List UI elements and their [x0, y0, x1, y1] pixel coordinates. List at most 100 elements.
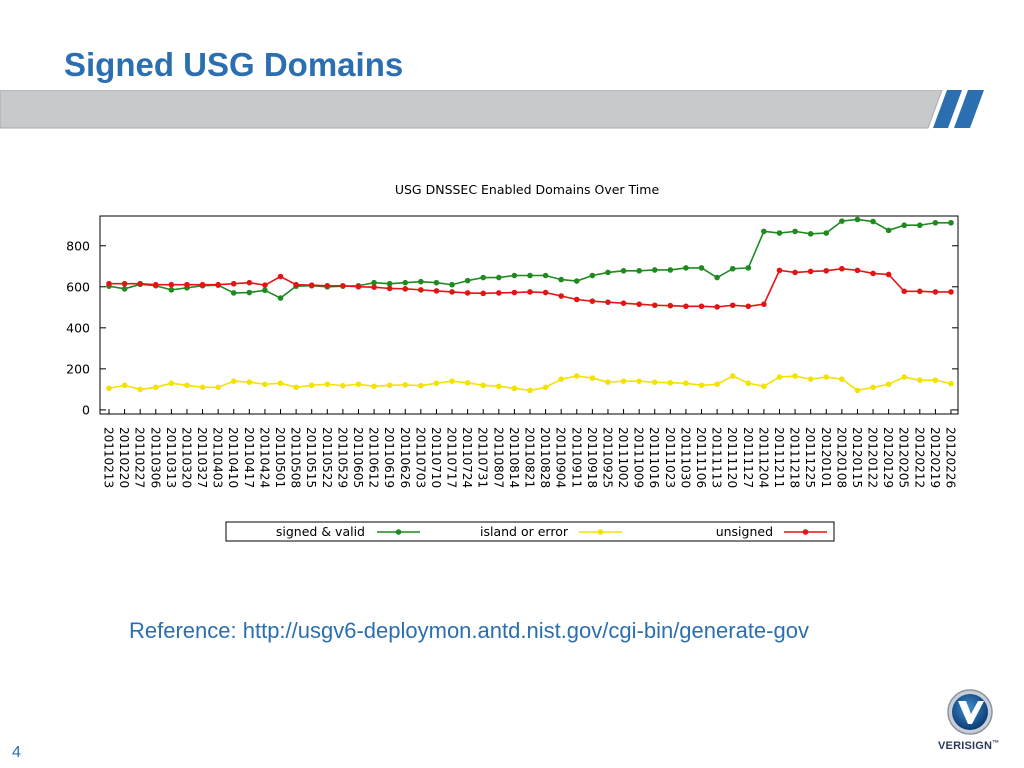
- x-tick-label: 20111009: [632, 427, 646, 488]
- x-tick-label: 20120115: [850, 427, 864, 488]
- data-point: [480, 382, 487, 389]
- x-tick-label: 20110327: [195, 427, 209, 488]
- data-point: [761, 301, 767, 308]
- y-tick-label: 0: [82, 402, 90, 417]
- data-point: [729, 373, 736, 379]
- data-point: [121, 286, 128, 292]
- data-point: [418, 287, 424, 293]
- legend-box: [225, 521, 835, 542]
- data-point: [262, 287, 268, 294]
- data-point: [573, 296, 580, 303]
- data-point: [776, 267, 783, 274]
- y-tick-label: 400: [66, 320, 90, 335]
- data-point: [917, 377, 923, 383]
- data-point: [698, 303, 705, 310]
- data-point: [449, 281, 455, 288]
- x-tick-label: 20110710: [429, 427, 443, 488]
- data-point: [636, 267, 642, 274]
- y-axis: 0 200 400 600 800: [66, 238, 958, 417]
- data-point: [901, 374, 908, 380]
- data-point: [683, 265, 689, 271]
- legend-label: island or error: [480, 524, 569, 539]
- x-tick-label: 20110828: [538, 427, 552, 488]
- data-point: [480, 274, 487, 281]
- data-point: [230, 290, 237, 296]
- data-point: [948, 219, 954, 226]
- data-point: [402, 382, 409, 388]
- y-tick-label: 800: [66, 238, 90, 253]
- data-point: [386, 285, 393, 292]
- banner-slash-left: [933, 90, 962, 128]
- x-tick-label: 20120205: [897, 427, 911, 488]
- data-point: [215, 281, 221, 288]
- x-tick-label: 20110410: [226, 427, 240, 488]
- x-tick-label: 20111030: [678, 427, 692, 488]
- data-point: [418, 278, 424, 285]
- series-layer: [106, 216, 954, 394]
- data-point: [433, 380, 440, 387]
- x-tick-label: 20110515: [304, 427, 318, 488]
- data-point: [932, 289, 939, 295]
- data-point: [262, 381, 268, 388]
- data-point: [667, 302, 674, 309]
- x-axis: 20110213 20110220 20110227 20110306 20110313…: [102, 409, 958, 488]
- data-point: [246, 289, 253, 296]
- data-point: [262, 282, 268, 288]
- data-point: [152, 384, 159, 391]
- data-point: [480, 290, 487, 297]
- data-point: [199, 281, 206, 288]
- data-point: [371, 383, 377, 390]
- data-point: [386, 382, 393, 389]
- data-point: [885, 271, 892, 278]
- data-point: [168, 287, 175, 293]
- x-tick-label: 20110911: [569, 427, 583, 488]
- x-tick-label: 20110626: [398, 427, 412, 488]
- data-point: [932, 219, 939, 226]
- verisign-wordmark: VERISIGN™: [938, 740, 999, 752]
- x-tick-label: 20111023: [663, 427, 677, 488]
- x-tick-label: 20110731: [476, 427, 490, 488]
- series-2: [106, 265, 954, 310]
- x-tick-label: 20110403: [211, 427, 225, 488]
- data-point: [527, 289, 533, 295]
- verisign-logo-icon: [947, 689, 993, 735]
- series-1: [106, 373, 954, 394]
- data-point: [542, 289, 549, 296]
- data-point: [527, 272, 533, 279]
- x-tick-label: 20110306: [148, 427, 162, 488]
- data-point: [558, 276, 564, 283]
- banner-slash-right: [954, 90, 984, 128]
- data-point: [620, 267, 627, 274]
- data-point: [698, 382, 705, 389]
- data-point: [152, 281, 159, 288]
- data-point: [714, 274, 720, 281]
- data-point: [340, 382, 346, 389]
- data-point: [433, 288, 440, 294]
- data-point: [184, 382, 190, 389]
- x-tick-label: 20120101: [819, 427, 833, 488]
- data-point: [636, 378, 642, 384]
- data-point: [948, 289, 954, 295]
- plot-area: [99, 215, 959, 415]
- data-point: [558, 293, 564, 299]
- data-point: [402, 279, 409, 286]
- legend-label: unsigned: [716, 524, 773, 539]
- x-tick-label: 20110724: [460, 427, 474, 488]
- x-tick-label: 20111016: [647, 427, 661, 488]
- data-point: [620, 300, 627, 307]
- legend-swatch-marker: [802, 529, 809, 535]
- data-point: [277, 295, 284, 301]
- data-point: [651, 379, 658, 385]
- reference-link[interactable]: Reference: http://usgv6-deploymon.antd.n…: [129, 618, 809, 643]
- title-banner: [0, 90, 984, 129]
- x-tick-label: 20110904: [554, 427, 568, 488]
- x-tick-label: 20111211: [772, 427, 786, 488]
- data-point: [714, 304, 720, 310]
- legend-swatch-marker: [395, 529, 402, 535]
- x-tick-label: 20110227: [133, 427, 147, 488]
- x-tick-label: 20110807: [491, 427, 505, 488]
- data-point: [433, 279, 440, 286]
- data-point: [807, 231, 814, 237]
- data-point: [714, 381, 720, 388]
- data-point: [402, 286, 409, 292]
